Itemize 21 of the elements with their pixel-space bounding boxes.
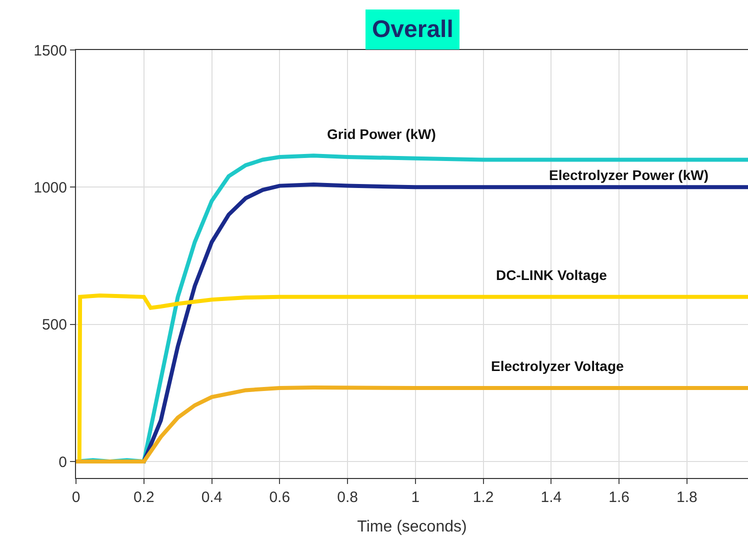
x-tick-label: 0.4 [201,489,222,506]
x-tick-label: 0.2 [133,489,154,506]
x-tick-label: 0 [72,489,80,506]
x-tick-label: 1.4 [540,489,562,506]
x-tick-label: 0.8 [337,489,358,506]
y-tick-label: 0 [58,454,67,471]
x-tick-label: 1.6 [608,489,630,506]
x-tick-label: 1.2 [472,489,494,506]
line-series [76,385,748,464]
y-tick-label: 1000 [34,179,67,196]
chart-title: Overall [372,16,454,43]
series-label: Electrolyzer Voltage [491,358,624,374]
x-tick-label: 1 [411,489,420,506]
x-tick-label: 0.6 [269,489,290,506]
series-label: Electrolyzer Power (kW) [549,167,708,183]
series-label: Grid Power (kW) [327,126,436,142]
y-tick-label: 500 [42,316,67,334]
x-axis-title: Time (seconds) [357,518,467,536]
x-tick-label: 1.8 [676,489,698,506]
y-tick-label: 1500 [34,42,67,60]
series-label: DC-LINK Voltage [496,267,608,283]
